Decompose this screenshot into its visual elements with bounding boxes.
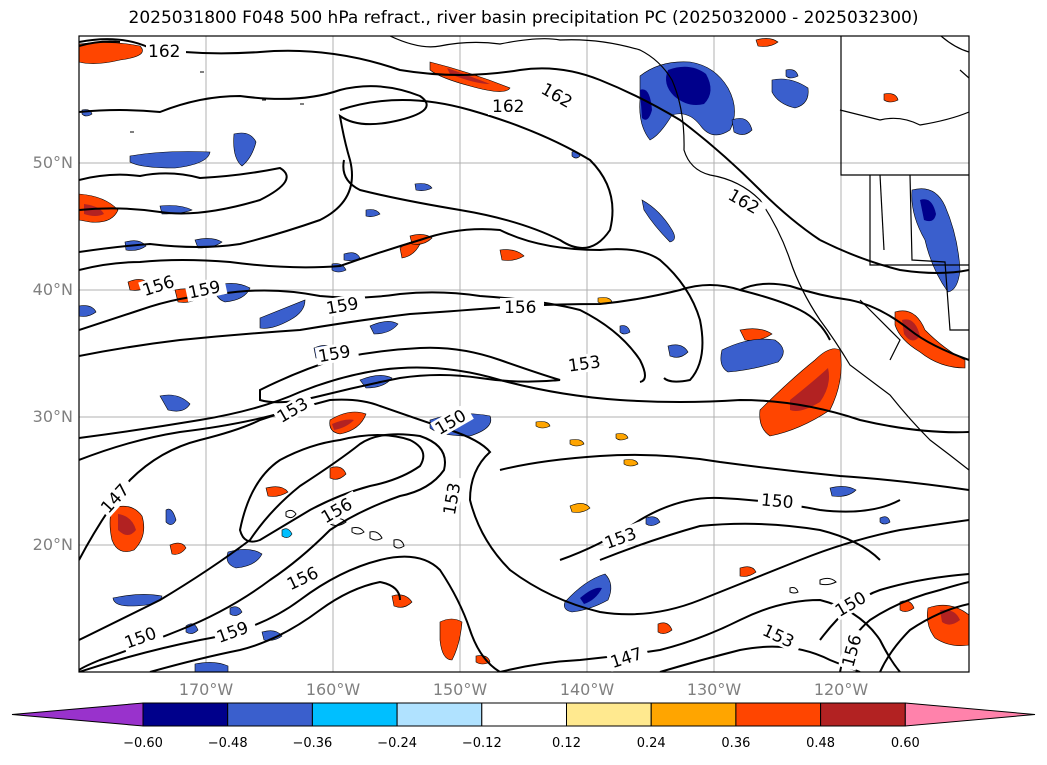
lon-label-170w: 170°W bbox=[178, 680, 234, 699]
lon-label-160w: 160°W bbox=[305, 680, 361, 699]
colorbar-tick-label: −0.60 bbox=[123, 736, 163, 751]
lat-label-50n: 50°N bbox=[32, 153, 73, 172]
contour-label: 162 bbox=[148, 42, 180, 62]
colorbar-extend-left bbox=[11, 702, 144, 727]
colorbar-segment bbox=[396, 702, 483, 727]
colorbar-extend-right bbox=[904, 702, 1036, 727]
lat-label-30n: 30°N bbox=[32, 407, 73, 426]
colorbar-tick-label: −0.24 bbox=[377, 736, 418, 751]
colorbar-segment bbox=[227, 702, 313, 727]
colorbar-tick-label: −0.12 bbox=[461, 736, 502, 751]
colorbar-segment bbox=[820, 702, 906, 727]
contour-label: 153 bbox=[567, 352, 602, 376]
plot-area bbox=[79, 36, 969, 672]
contour-label: 162 bbox=[492, 97, 524, 117]
colorbar-tick-label: 0.24 bbox=[636, 736, 666, 751]
gridlines bbox=[79, 36, 969, 672]
colorbar-tick-label: −0.48 bbox=[207, 736, 248, 751]
coastlines bbox=[389, 36, 969, 471]
height-contours bbox=[79, 38, 969, 672]
contour-label: 156 bbox=[504, 298, 536, 318]
colorbar-tick-label: 0.12 bbox=[552, 736, 581, 751]
colorbar-tick-label: −0.36 bbox=[292, 736, 333, 751]
colorbar-segment bbox=[142, 702, 229, 727]
colorbar-segment bbox=[481, 702, 567, 727]
colorbar-tick-label: 0.36 bbox=[721, 736, 751, 751]
map-title: 2025031800 F048 500 hPa refract., river … bbox=[128, 8, 919, 28]
lat-label-20n: 20°N bbox=[32, 535, 73, 554]
colorbar-segment bbox=[735, 702, 822, 727]
plot-frame bbox=[78, 35, 970, 673]
colorbar-segment bbox=[311, 702, 398, 727]
lon-label-130w: 130°W bbox=[686, 680, 742, 699]
colorbar bbox=[11, 702, 1036, 727]
colorbar-tick-label: 0.60 bbox=[890, 736, 920, 751]
lon-label-120w: 120°W bbox=[813, 680, 869, 699]
lat-label-40n: 40°N bbox=[32, 280, 73, 299]
contour-label: 150 bbox=[760, 490, 794, 513]
lon-label-150w: 150°W bbox=[432, 680, 488, 699]
lon-label-140w: 140°W bbox=[559, 680, 615, 699]
colorbar-segment bbox=[566, 702, 652, 727]
colorbar-segment bbox=[650, 702, 737, 727]
colorbar-tick-label: 0.48 bbox=[806, 736, 836, 751]
